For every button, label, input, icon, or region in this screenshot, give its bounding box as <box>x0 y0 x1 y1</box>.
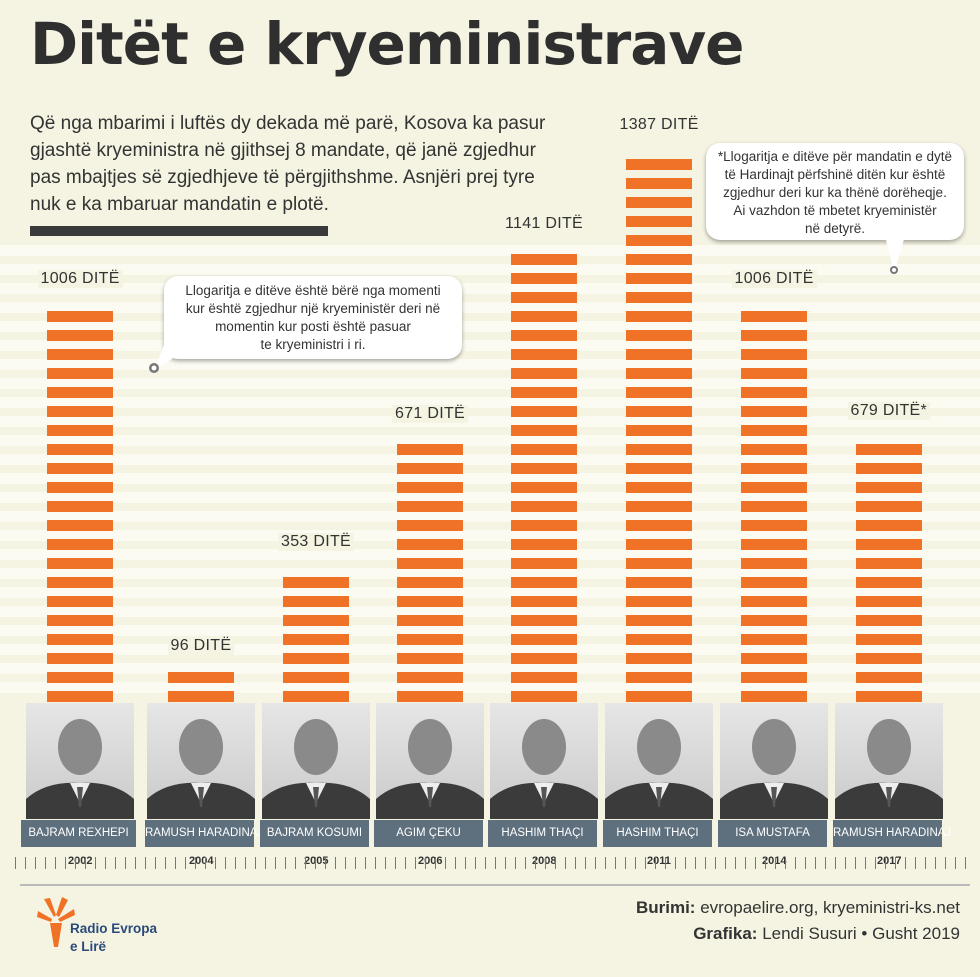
prime-minister-photo <box>490 703 598 819</box>
prime-minister-photo <box>720 703 828 819</box>
haradinaj-note-line: në detyrë. <box>804 221 866 236</box>
haradinaj-note-line: *Llogaritja e ditëve për mandatin e dytë <box>717 149 953 164</box>
graphics-value: Lendi Susuri • Gusht 2019 <box>762 924 960 943</box>
credits: Burimi: evropaelire.org, kryeministri-ks… <box>636 895 960 947</box>
method-note-line: kur është zgjedhur një kryeministër deri… <box>185 301 441 316</box>
prime-minister-photo <box>835 703 943 819</box>
bar-value-label: 679 DITË* <box>847 402 931 420</box>
haradinaj-note-tail <box>885 236 905 274</box>
prime-minister-name: AGIM ÇEKU <box>374 820 483 847</box>
method-note-bubble: Llogaritja e ditëve është bërë nga momen… <box>164 276 462 359</box>
prime-minister-name: RAMUSH HARADINAJ <box>145 820 263 847</box>
prime-minister-photo <box>147 703 255 819</box>
prime-minister-name: HASHIM THAÇI <box>488 820 597 847</box>
method-note-line: Llogaritja e ditëve është bërë nga momen… <box>185 283 441 298</box>
prime-minister-photo <box>26 703 134 819</box>
bar-value-label: 353 DITË <box>278 533 354 551</box>
prime-minister-photo <box>262 703 370 819</box>
bar <box>47 296 113 702</box>
bar <box>511 241 577 702</box>
footer-separator <box>20 884 970 886</box>
brand-line: e Lirë <box>70 939 107 954</box>
haradinaj-note-line: zgjedhur deri kur ka thënë dorëheqje. <box>723 185 947 200</box>
method-note-line: te kryeministri i ri. <box>260 337 366 352</box>
bar-value-label: 1006 DITË <box>731 270 817 288</box>
bar <box>168 663 234 702</box>
bar-value-label: 1387 DITË <box>616 116 702 134</box>
method-note-line: momentin kur posti është pasuar <box>215 319 411 334</box>
prime-minister-name: ISA MUSTAFA <box>718 820 827 847</box>
haradinaj-note-line: të Hardinajt përfshinë ditën kur është <box>724 167 946 182</box>
prime-minister-name: RAMUSH HARADINAJ <box>833 820 951 847</box>
prime-minister-name: BAJRAM REXHEPI <box>21 820 136 847</box>
haradinaj-note-line: Ai vazhdon të mbetet kryeministër <box>733 203 937 218</box>
method-note-tail <box>149 340 186 373</box>
bar <box>397 431 463 702</box>
intro-text: Që nga mbarimi i luftës dy dekada më par… <box>30 113 546 215</box>
bar-value-label: 1141 DITË <box>502 215 586 233</box>
brand-name: Radio Evropa e Lirë <box>70 920 157 956</box>
bar <box>283 559 349 702</box>
bar-value-label: 1006 DITË <box>37 270 123 288</box>
page-title: Ditët e kryeministrave <box>30 10 744 78</box>
prime-minister-name: HASHIM THAÇI <box>603 820 712 847</box>
radio-evropa-logo-icon <box>37 897 75 947</box>
bar-value-label: 671 DITË <box>392 405 468 423</box>
source-value: evropaelire.org, kryeministri-ks.net <box>700 898 960 917</box>
bar <box>741 296 807 702</box>
bar <box>856 428 922 702</box>
title-rule <box>30 226 328 236</box>
graphics-label: Grafika: <box>693 924 758 943</box>
brand-line: Radio Evropa <box>70 921 158 936</box>
timeline-ticks <box>15 857 970 869</box>
haradinaj-note-bubble: *Llogaritja e ditëve për mandatin e dytë… <box>706 143 964 240</box>
prime-minister-name: BAJRAM KOSUMI <box>260 820 369 847</box>
prime-minister-photo <box>605 703 713 819</box>
prime-minister-photo <box>376 703 484 819</box>
bar <box>626 142 692 702</box>
source-label: Burimi: <box>635 898 696 917</box>
bar-value-label: 96 DITË <box>167 637 235 655</box>
